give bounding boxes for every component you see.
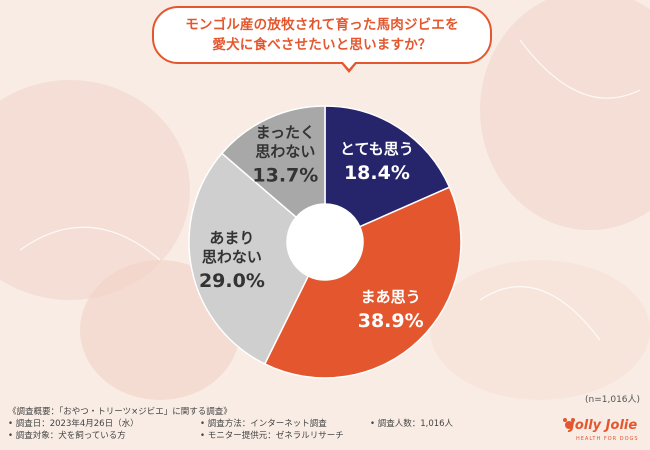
logo-name: Jolly Jolie — [570, 418, 638, 433]
deco-branch — [19, 226, 161, 261]
slice-value: 13.7% — [252, 165, 318, 187]
slice-label: 思わない — [202, 248, 262, 266]
logo-tagline: HEALTH FOR DOGS — [576, 436, 639, 442]
question-bubble: モンゴル産の放牧されて育った馬肉ジビエを 愛犬に食べさせたいと思いますか？ — [152, 6, 492, 73]
survey-target: • 調査対象：犬を飼っている方 — [8, 431, 126, 441]
deco-leaf — [0, 80, 190, 300]
paw-icon — [563, 418, 575, 429]
deco-leaf — [480, 0, 650, 230]
question-line-1: モンゴル産の放牧されて育った馬肉ジビエを — [185, 17, 459, 33]
survey-date: • 調査日：2023年4月26日（水） — [8, 419, 139, 429]
survey-count: • 調査人数：1,016人 — [370, 419, 454, 429]
slice-label: まったく — [256, 124, 315, 142]
slice-value: 38.9% — [358, 310, 424, 332]
survey-footer: 《調査概要：「おやつ・トリーツ×ジビエ」に関する調査》 • 調査日：2023年4… — [8, 406, 453, 442]
slice-label: とても思う — [340, 140, 414, 158]
survey-method: • 調査方法：インターネット調査 — [200, 419, 327, 429]
deco-branch — [479, 286, 601, 341]
deco-branch — [519, 39, 641, 99]
slice-label: 思わない — [255, 143, 315, 161]
donut-hole — [287, 204, 363, 280]
question-line-2: 愛犬に食べさせたいと思いますか？ — [212, 37, 432, 53]
jolly-jolie-logo: Jolly Jolie HEALTH FOR DOGS — [562, 410, 642, 446]
slice-label: まあ思う — [361, 288, 421, 306]
survey-provider: • モニター提供元：ゼネラルリサーチ — [200, 431, 344, 441]
sample-size-note: (n=1,016人) — [585, 395, 641, 405]
slice-value: 18.4% — [344, 162, 410, 184]
slice-label: あまり — [209, 229, 254, 247]
survey-header: 《調査概要：「おやつ・トリーツ×ジビエ」に関する調査》 — [8, 407, 232, 417]
bubble-tail-inner — [342, 61, 356, 69]
deco-leaf — [430, 260, 650, 400]
slice-value: 29.0% — [199, 270, 265, 292]
